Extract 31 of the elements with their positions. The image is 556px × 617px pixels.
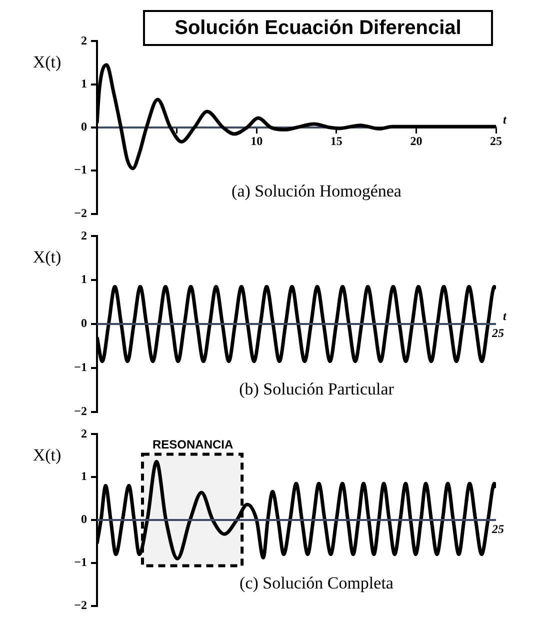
x-tick-label: 10: [250, 134, 263, 148]
y-axis-title: X(t): [32, 248, 62, 267]
x-axis-title: t: [503, 309, 507, 324]
y-tick-label: 1: [81, 76, 87, 90]
text: (c) Solución Completa: [240, 573, 394, 592]
x-tick-label: 20: [410, 134, 422, 148]
y-tick-label: −2: [74, 206, 87, 220]
y-tick-label: 0: [81, 120, 87, 134]
y-tick-label: 1: [81, 469, 87, 484]
chart-title: Solución Ecuación Diferencial: [143, 10, 493, 46]
y-tick-label: −2: [74, 404, 87, 418]
text: (b) Solución Particular: [239, 379, 394, 398]
y-axis-title: X(t): [32, 52, 62, 72]
y-tick-label: 2: [81, 426, 87, 440]
y-tick-label: −2: [74, 598, 87, 612]
y-tick-label: −1: [74, 162, 87, 177]
annotation: 25: [491, 326, 504, 340]
y-tick-label: 2: [81, 33, 87, 48]
annotation: 25: [491, 522, 504, 536]
y-tick-label: −1: [74, 360, 87, 374]
y-tick-label: 0: [81, 512, 87, 526]
x-tick-label: 15: [330, 134, 342, 148]
y-tick-label: 1: [81, 272, 87, 286]
x-tick-label: 25: [490, 134, 502, 148]
y-axis-title: X(t): [32, 446, 62, 465]
y-tick-label: 0: [81, 316, 87, 330]
y-tick-label: −1: [74, 554, 87, 569]
text: (a) Solución Homogénea: [232, 181, 402, 200]
band-label: RESONANCIA: [152, 438, 234, 452]
x-axis-title: t: [503, 112, 507, 127]
y-tick-label: 2: [81, 228, 87, 242]
